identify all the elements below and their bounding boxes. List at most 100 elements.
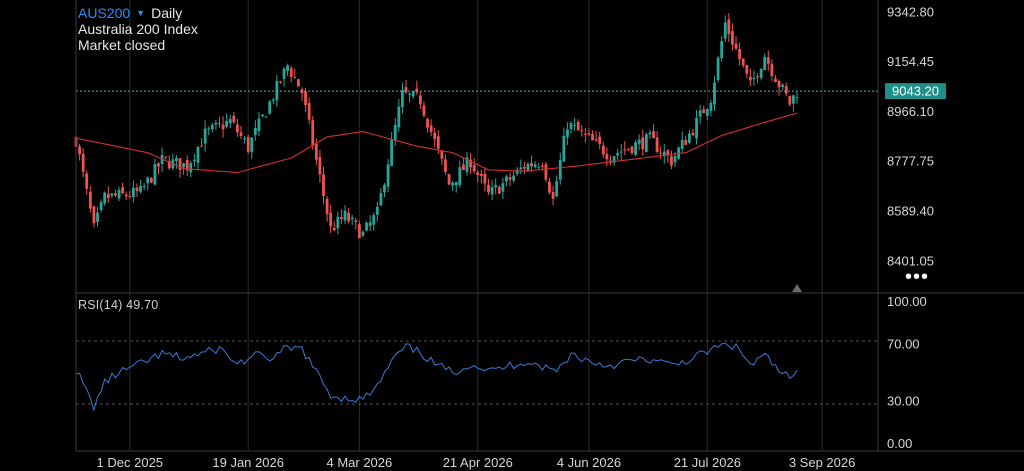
candle-body — [655, 137, 659, 153]
candle-body — [289, 68, 293, 77]
candle-body — [720, 41, 724, 59]
candle-body — [447, 174, 451, 185]
symbol-selector[interactable]: AUS200 — [78, 5, 131, 21]
price-tick-label: 8401.05 — [887, 253, 934, 268]
candle-body — [512, 175, 516, 181]
candle-body — [368, 222, 372, 227]
candle-body — [192, 159, 196, 162]
candle-body — [228, 118, 232, 124]
candle-body — [340, 217, 343, 219]
time-tick-label: 19 Jan 2026 — [212, 455, 284, 470]
candle-body — [469, 159, 472, 168]
candle-body — [662, 151, 666, 156]
price-axis-labels: 9342.80 9154.45 8966.10 8777.75 8589.40 8401.… — [887, 4, 934, 268]
candle-body — [379, 192, 383, 206]
candle-body — [268, 101, 272, 114]
candle-body — [182, 163, 186, 168]
chart-header: AUS200 ▼ Daily Australia 200 Index Marke… — [78, 5, 198, 53]
candle-body — [200, 145, 203, 147]
candle-body — [85, 173, 89, 189]
candle-body — [131, 187, 135, 198]
more-options-icon[interactable]: ••• — [905, 266, 930, 288]
chevron-down-icon[interactable]: ▼ — [136, 8, 146, 18]
candle-body — [583, 133, 587, 135]
candle-body — [332, 228, 336, 231]
candle-body — [318, 157, 322, 175]
candle-body — [619, 151, 623, 153]
candle-body — [530, 162, 533, 167]
candle-body — [135, 187, 139, 192]
candle-body — [329, 212, 333, 227]
candle-body — [781, 84, 785, 87]
candle-body — [476, 172, 480, 175]
candle-body — [748, 76, 752, 81]
rsi-axis-labels: 100.00 70.00 30.00 0.00 — [887, 294, 927, 451]
candle-body — [415, 88, 419, 93]
candle-body — [365, 222, 368, 231]
candle-body — [157, 163, 160, 167]
candle-body — [483, 173, 487, 184]
candle-body — [236, 124, 239, 133]
rsi-tick-label: 0.00 — [887, 436, 912, 451]
time-axis-labels: 1 Dec 2025 19 Jan 2026 4 Mar 2026 21 Apr 20… — [97, 455, 856, 470]
candle-body — [734, 43, 738, 49]
candle-body — [383, 184, 386, 193]
candle-body — [465, 157, 469, 172]
candle-body — [271, 99, 275, 101]
timeframe-label[interactable]: Daily — [151, 5, 183, 21]
candle-body — [562, 136, 566, 162]
candle-body — [508, 177, 512, 180]
candle-body — [275, 80, 279, 101]
candle-body — [479, 173, 483, 176]
candle-body — [623, 149, 627, 151]
candle-body — [386, 164, 390, 187]
candle-body — [788, 95, 792, 105]
candle-body — [426, 118, 429, 128]
candle-body — [103, 192, 107, 204]
time-tick-label: 21 Jul 2026 — [674, 455, 741, 470]
candle-body — [322, 174, 325, 196]
candle-body — [537, 166, 541, 168]
candle-body — [601, 145, 605, 155]
candle-body — [558, 160, 562, 180]
last-price-tag: 9043.20 — [885, 83, 946, 100]
candle-body — [472, 165, 476, 172]
candle-body — [670, 156, 673, 166]
scroll-marker-icon[interactable] — [792, 284, 802, 292]
candle-body — [210, 124, 214, 130]
candle-body — [777, 80, 781, 88]
candle-body — [774, 78, 777, 83]
candle-body — [659, 152, 663, 154]
candle-body — [146, 177, 150, 184]
candle-body — [540, 165, 544, 167]
candle-body — [752, 78, 756, 80]
candle-body — [139, 185, 142, 192]
candle-body — [634, 142, 637, 155]
candle-body — [666, 150, 670, 156]
candle-body — [307, 103, 311, 120]
candle-body — [594, 139, 598, 141]
candle-body — [627, 148, 630, 150]
candle-body — [311, 120, 315, 146]
candle-body — [505, 176, 508, 182]
candle-body — [497, 186, 501, 194]
rsi-name: RSI(14) — [78, 298, 123, 312]
candle-body — [390, 139, 394, 166]
rsi-panel — [75, 340, 878, 412]
candle-body — [207, 128, 211, 130]
candle-body — [282, 68, 286, 79]
candle-body — [533, 164, 537, 168]
candle-body — [81, 153, 85, 172]
candle-body — [404, 87, 408, 93]
candle-body — [124, 194, 128, 197]
candle-body — [433, 132, 437, 140]
candle-body — [727, 19, 731, 35]
candle-body — [243, 138, 246, 140]
candle-body — [551, 192, 555, 199]
price-tick-label: 9154.45 — [887, 54, 934, 69]
candle-body — [232, 115, 236, 123]
candle-body — [372, 215, 376, 225]
candle-body — [350, 217, 354, 220]
candle-body — [293, 77, 297, 79]
